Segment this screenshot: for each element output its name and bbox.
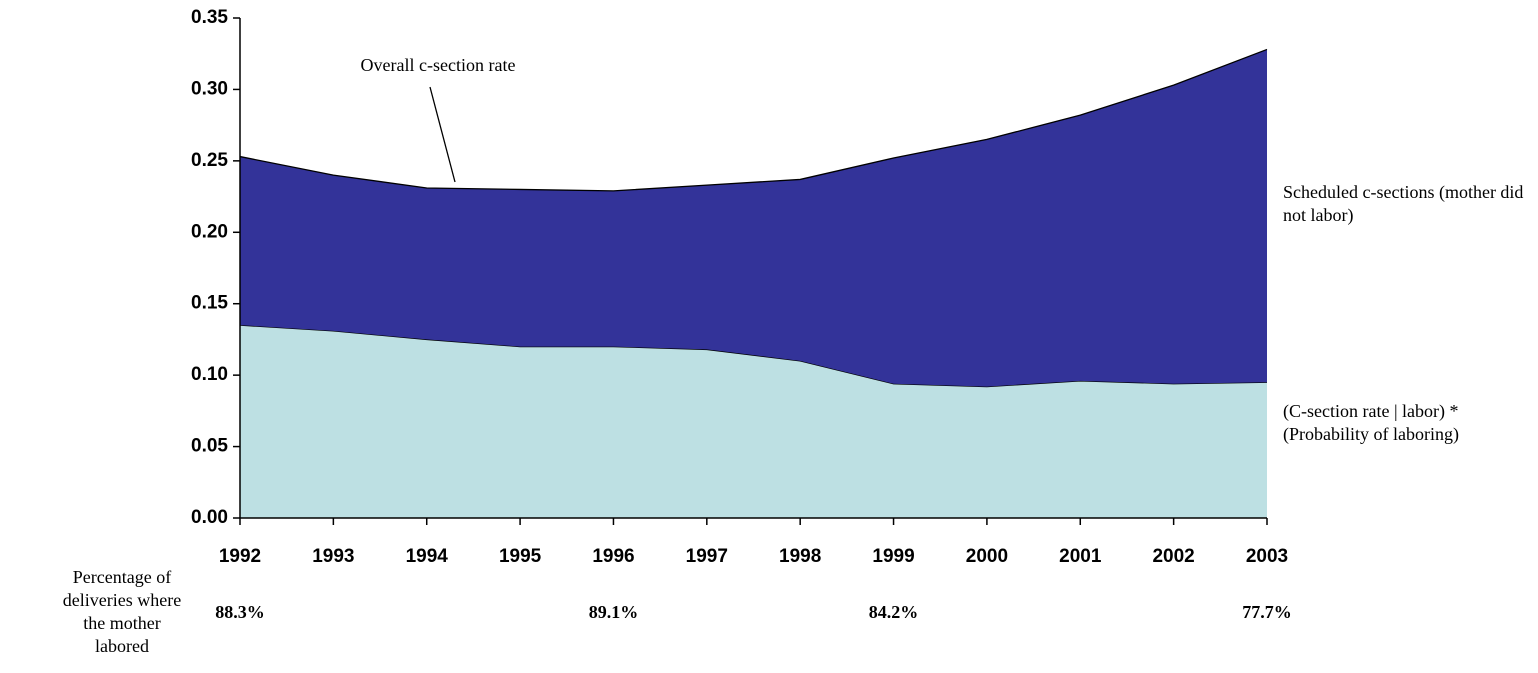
labor-share-value: 84.2% — [869, 602, 919, 622]
x-tick-label: 1992 — [219, 546, 261, 567]
y-tick-label: 0.35 — [191, 7, 228, 28]
y-tick-label: 0.15 — [191, 293, 228, 314]
x-tick-label: 1994 — [406, 546, 449, 567]
x-tick-label: 2002 — [1152, 546, 1194, 567]
annotation-pointer — [429, 86, 456, 183]
annotation: Overall c-section rate — [361, 55, 516, 75]
x-tick-label: 1993 — [312, 546, 354, 567]
row-label: Percentage of deliveries where the mothe… — [62, 567, 182, 656]
y-tick-label: 0.25 — [191, 150, 228, 171]
area — [240, 325, 1267, 518]
x-tick-label: 1999 — [872, 546, 914, 567]
x-tick-label: 1995 — [499, 546, 542, 567]
series-label: Scheduled c-sections (mother did not lab… — [1283, 182, 1524, 225]
x-tick-label: 2001 — [1059, 546, 1102, 567]
y-tick-label: 0.20 — [191, 221, 228, 242]
labor-share-value: 88.3% — [215, 602, 265, 622]
y-tick-label: 0.30 — [191, 78, 228, 99]
y-tick-label: 0.10 — [191, 364, 228, 385]
y-tick-label: 0.00 — [191, 507, 228, 528]
labor-share-value: 89.1% — [589, 602, 639, 622]
x-tick-label: 1996 — [592, 546, 634, 567]
series-label: (C-section rate | labor) * (Probability … — [1283, 401, 1459, 444]
x-tick-label: 1998 — [779, 546, 821, 567]
x-tick-label: 2000 — [966, 546, 1008, 567]
y-tick-label: 0.05 — [191, 436, 228, 457]
labor-share-value: 77.7% — [1242, 602, 1292, 622]
area — [240, 49, 1267, 387]
area-edge — [239, 48, 1268, 192]
x-tick-label: 1997 — [686, 546, 728, 567]
x-tick-label: 2003 — [1246, 546, 1288, 567]
